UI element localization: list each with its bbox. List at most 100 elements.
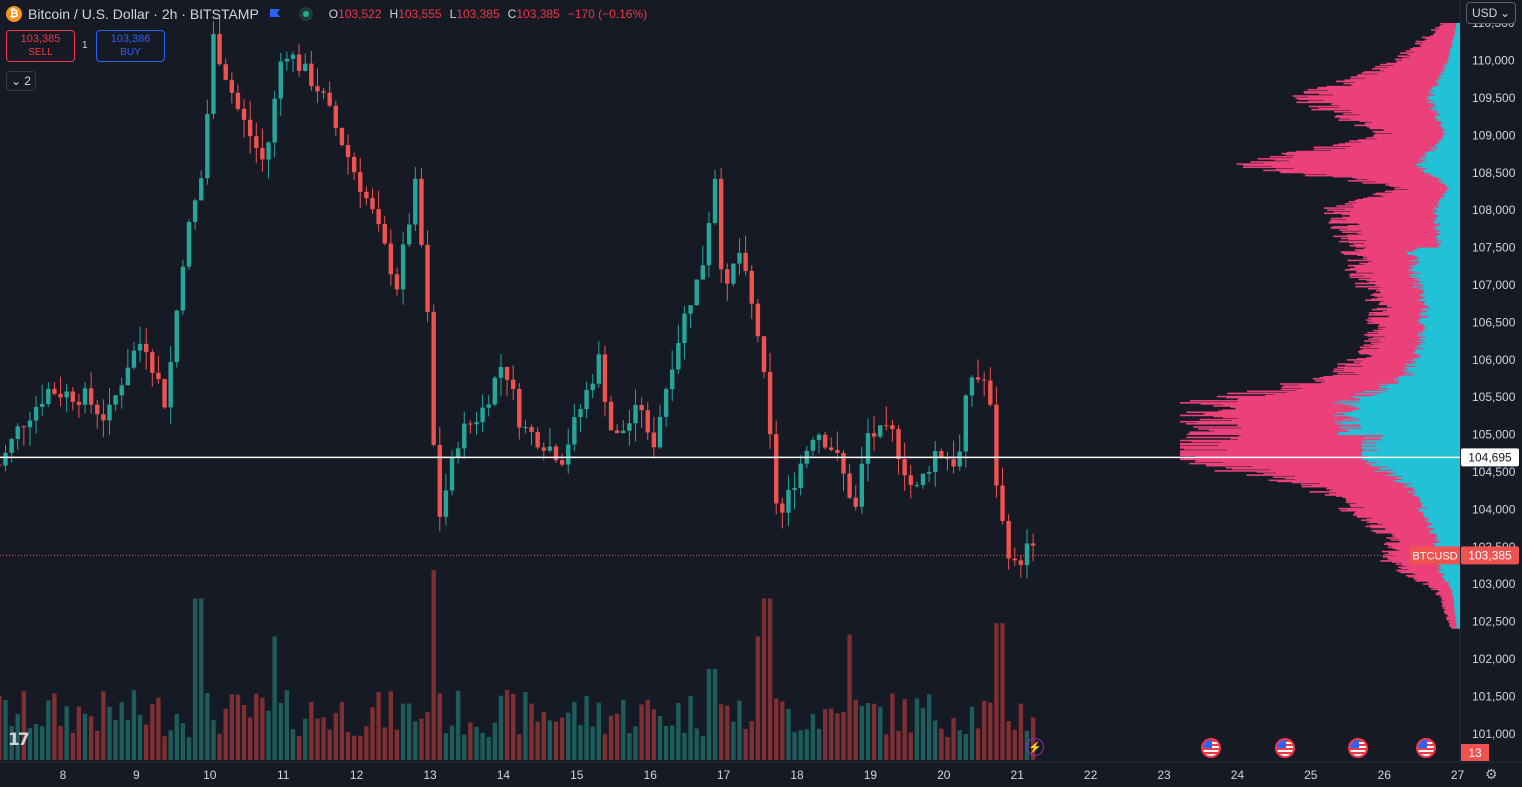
profile-bin-down	[1350, 145, 1439, 148]
profile-bin-down	[1396, 61, 1448, 64]
profile-bin-up	[1421, 313, 1460, 315]
profile-bin-up	[1430, 148, 1460, 151]
volume-bar	[351, 735, 357, 760]
profile-bin-down	[1393, 64, 1447, 67]
profile-bin-up	[1414, 278, 1460, 281]
price-lines	[0, 456, 1460, 556]
volume-bar	[21, 691, 27, 760]
currency-select[interactable]: USD ⌄	[1466, 2, 1516, 24]
profile-bin-down	[1371, 260, 1421, 263]
profile-bin-up	[1410, 273, 1460, 275]
lightning-icon[interactable]: ⚡	[1026, 738, 1044, 756]
volume-bar	[272, 636, 277, 760]
profile-bin-up	[1423, 288, 1460, 291]
profile-bin-up	[1421, 295, 1460, 297]
profile-bin-up	[1353, 409, 1460, 411]
profile-bin-up	[1451, 587, 1460, 590]
profile-bin-down	[1324, 381, 1400, 383]
profile-bin-up	[1394, 380, 1460, 382]
profile-bin-up	[1406, 251, 1460, 253]
candle-body	[0, 464, 2, 466]
tradingview-logo[interactable]: 17	[8, 730, 30, 750]
profile-bin-down	[1429, 584, 1450, 586]
profile-bin-down	[1206, 412, 1346, 415]
profile-bin-up	[1434, 544, 1460, 547]
volume-bar	[443, 733, 449, 760]
profile-bin-down	[1357, 254, 1414, 256]
profile-bin-down	[1384, 195, 1445, 198]
profile-bin-up	[1410, 482, 1460, 485]
symbol-title[interactable]: Bitcoin / U.S. Dollar · 2h · BITSTAMP	[28, 6, 259, 22]
profile-bin-up	[1437, 215, 1460, 218]
profile-bin-up	[1403, 368, 1460, 371]
profile-bin-down	[1387, 309, 1428, 312]
profile-bin-up	[1342, 418, 1460, 421]
candle-body	[437, 444, 442, 517]
settings-gear-icon[interactable]: ⚙	[1485, 766, 1498, 782]
profile-bin-down	[1372, 354, 1421, 357]
candle-body	[364, 191, 369, 199]
profile-bin-up	[1408, 269, 1460, 271]
profile-bin-down	[1416, 573, 1445, 576]
us-flag-event-icon[interactable]	[1416, 738, 1436, 758]
profile-bin-up	[1420, 260, 1460, 263]
sell-button[interactable]: 103,385 SELL	[6, 30, 75, 62]
volume-bar	[449, 725, 455, 760]
volume-bar	[614, 713, 620, 760]
profile-bin-down	[1362, 348, 1417, 351]
profile-bin-up	[1418, 496, 1460, 498]
flag-icon[interactable]	[269, 8, 281, 20]
indicators-toggle-button[interactable]: ⌄ 2	[6, 71, 36, 91]
profile-bin-down	[1364, 71, 1441, 73]
us-flag-event-icon[interactable]	[1348, 738, 1368, 758]
buy-button[interactable]: 103,386 BUY	[96, 30, 165, 62]
candle-body	[162, 379, 167, 408]
candle-body	[517, 388, 522, 428]
volume-bar	[621, 699, 626, 760]
profile-bin-down	[1326, 173, 1434, 176]
volume-bar	[957, 730, 962, 760]
candle-body	[963, 395, 969, 452]
volume-bar	[278, 702, 283, 760]
profile-bin-down	[1257, 158, 1420, 160]
volume-bar	[737, 700, 742, 760]
profile-bin-down	[1384, 300, 1427, 303]
profile-bin-up	[1354, 396, 1460, 399]
profile-bin-down	[1413, 572, 1444, 575]
us-flag-event-icon[interactable]	[1275, 738, 1295, 758]
volume-bar	[877, 706, 883, 760]
candle-body	[82, 388, 88, 405]
profile-bin-up	[1421, 505, 1460, 508]
volume-bar	[657, 715, 663, 760]
candle-body	[131, 350, 137, 368]
candle-body	[254, 136, 259, 148]
profile-bin-up	[1417, 319, 1460, 321]
profile-bin-down	[1323, 207, 1433, 209]
profile-bin-down	[1374, 313, 1422, 315]
us-flag-event-icon[interactable]	[1201, 738, 1221, 758]
profile-bin-down	[1333, 110, 1435, 113]
volume-bar	[0, 695, 2, 760]
candle-body	[939, 451, 944, 457]
profile-bin-down	[1355, 266, 1414, 269]
market-status-icon[interactable]	[298, 7, 313, 21]
profile-bin-down	[1344, 208, 1437, 210]
profile-bin-down	[1358, 351, 1415, 354]
volume-bar	[841, 711, 846, 760]
profile-bin-up	[1360, 424, 1460, 426]
volume-bar	[902, 699, 907, 760]
profile-bin-down	[1377, 332, 1424, 335]
volume-bar	[498, 695, 504, 760]
profile-bin-down	[1186, 436, 1365, 439]
profile-bin-up	[1429, 174, 1460, 177]
profile-bin-down	[1429, 586, 1450, 588]
profile-bin-up	[1388, 387, 1460, 389]
profile-bin-down	[1293, 154, 1427, 157]
volume-bar	[706, 668, 712, 760]
profile-bin-down	[1387, 304, 1428, 307]
profile-bin-up	[1433, 542, 1460, 544]
profile-bin-up	[1419, 294, 1460, 296]
change-value: −170 (−0.16%)	[567, 7, 648, 21]
candle-body	[822, 434, 828, 448]
